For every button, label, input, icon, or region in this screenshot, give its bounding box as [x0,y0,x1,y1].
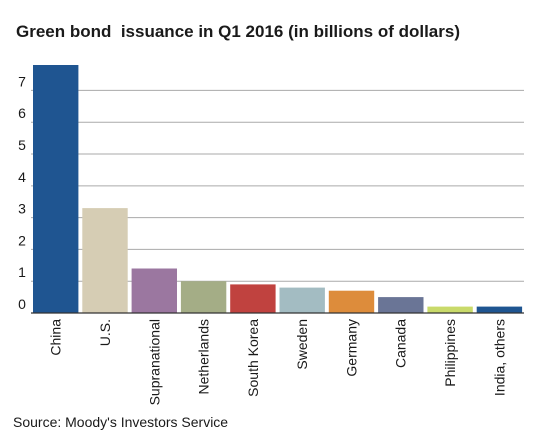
bar-philippines [427,306,473,313]
category-label: U.S. [97,319,113,346]
bar-india-others [476,306,523,313]
bar-china [33,65,79,313]
y-tick-label: 0 [18,296,26,312]
y-tick-label: 6 [18,105,26,121]
source-note: Source: Moody's Investors Service [13,414,229,430]
category-label: Germany [343,319,359,377]
category-label: Sweden [294,319,310,370]
bar-south-korea [230,284,276,313]
bars [33,65,523,313]
y-tick-label: 1 [18,264,26,280]
category-label: Supranational [146,319,162,405]
y-tick-label: 7 [18,73,26,89]
y-tick-label: 2 [18,232,26,248]
category-label: South Korea [245,319,261,397]
category-label: Netherlands [196,319,212,395]
bar-germany [328,290,375,313]
bar-u-s [82,208,128,313]
y-tick-label: 3 [18,201,26,217]
y-axis-ticks: 0 1 2 3 4 5 6 7 [18,73,26,312]
bar-supranational [131,268,177,313]
y-tick-label: 4 [18,169,26,185]
bar-netherlands [180,281,227,313]
category-label: Canada [393,319,409,368]
category-labels: China U.S. Supranational Netherlands South K… [48,319,508,406]
bar-canada [378,297,424,313]
chart-title: Green bond issuance in Q1 2016 (in billi… [16,22,460,41]
gridlines [31,89,524,282]
category-label: India, others [491,319,507,396]
category-label: Philippines [442,319,458,387]
bar-sweden [279,287,325,313]
y-tick-label: 5 [18,137,26,153]
category-label: China [48,319,64,356]
